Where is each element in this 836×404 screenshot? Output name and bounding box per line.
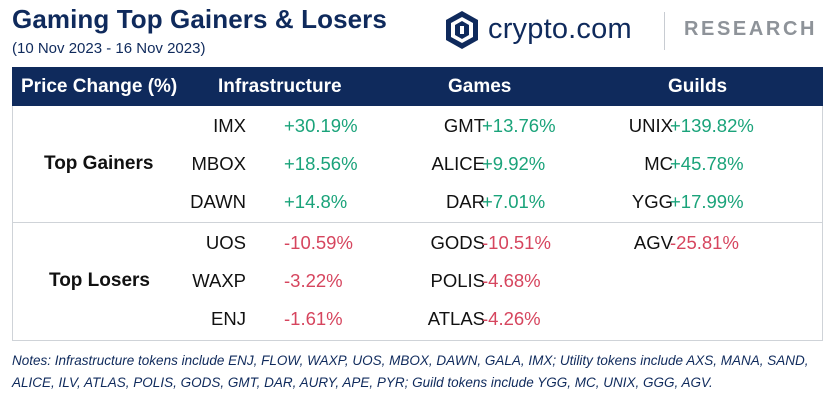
ticker: IMX bbox=[213, 115, 246, 136]
section-label-top-losers: Top Losers bbox=[49, 270, 150, 291]
price-change: +17.99% bbox=[670, 191, 744, 212]
footnotes: Notes: Infrastructure tokens include ENJ… bbox=[12, 353, 809, 390]
price-change: +45.78% bbox=[670, 153, 744, 174]
price-change: -3.22% bbox=[284, 270, 343, 291]
price-change: +139.82% bbox=[670, 115, 754, 136]
ticker: ATLAS bbox=[427, 308, 485, 329]
ticker: ALICE bbox=[431, 153, 485, 174]
ticker: UOS bbox=[205, 232, 246, 253]
price-change: +13.76% bbox=[482, 115, 556, 136]
column-header-games: Games bbox=[448, 76, 512, 97]
ticker: GODS bbox=[430, 232, 485, 253]
ticker: DAR bbox=[445, 191, 485, 212]
price-change: +7.01% bbox=[482, 191, 546, 212]
price-change: -4.26% bbox=[482, 308, 541, 329]
ticker: UNIX bbox=[628, 115, 673, 136]
ticker: POLIS bbox=[430, 270, 486, 291]
crypto-com-lion-shield-icon bbox=[446, 11, 478, 49]
brand-logo: crypto.com RESEARCH bbox=[444, 8, 824, 52]
ticker: WAXP bbox=[192, 270, 246, 291]
column-header-infrastructure: Infrastructure bbox=[218, 76, 342, 97]
ticker: AGV bbox=[633, 232, 673, 253]
price-change: +14.8% bbox=[284, 191, 348, 212]
column-header-price-change: Price Change (%) bbox=[21, 76, 178, 97]
ticker: GMT bbox=[443, 115, 485, 136]
price-change: +30.19% bbox=[284, 115, 358, 136]
section-divider bbox=[13, 222, 822, 223]
brand-divider bbox=[664, 12, 665, 50]
price-change: -10.51% bbox=[482, 232, 551, 253]
gainers-losers-table: Price Change (%) Infrastructure Games Gu… bbox=[12, 67, 823, 341]
brand-name: crypto.com bbox=[488, 13, 632, 45]
price-change: +18.56% bbox=[284, 153, 358, 174]
date-range: (10 Nov 2023 - 16 Nov 2023) bbox=[12, 40, 206, 57]
ticker: ENJ bbox=[211, 308, 246, 329]
brand-tag: RESEARCH bbox=[684, 18, 818, 40]
page-title: Gaming Top Gainers & Losers bbox=[12, 4, 387, 34]
price-change: +9.92% bbox=[482, 153, 546, 174]
price-change: -4.68% bbox=[482, 270, 541, 291]
section-label-top-gainers: Top Gainers bbox=[44, 153, 154, 174]
column-header-guilds: Guilds bbox=[668, 76, 728, 97]
price-change: -25.81% bbox=[670, 232, 739, 253]
price-change: -10.59% bbox=[284, 232, 353, 253]
ticker: DAWN bbox=[190, 191, 246, 212]
price-change: -1.61% bbox=[284, 308, 343, 329]
ticker: MC bbox=[644, 153, 673, 174]
table-header: Price Change (%) Infrastructure Games Gu… bbox=[12, 67, 823, 106]
ticker: YGG bbox=[631, 191, 673, 212]
ticker: MBOX bbox=[191, 153, 246, 174]
